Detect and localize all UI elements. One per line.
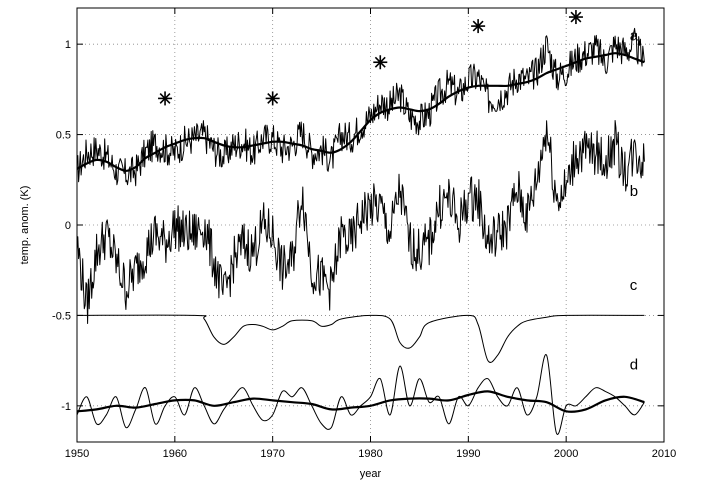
x-tick-label: 1990	[456, 448, 480, 460]
asterisk-marker	[158, 91, 173, 106]
series-line-c	[76, 314, 645, 363]
series-line-d	[76, 354, 645, 435]
asterisk-marker	[471, 19, 486, 34]
series-line-b	[76, 120, 645, 324]
series-label-b: b	[630, 183, 638, 200]
ticks: 1950 1960 1970 1980 1990 2000 2010 1 0.5 0 -0.5 -1	[52, 8, 676, 460]
y-tick-label: 0.5	[56, 130, 71, 142]
series-label-c: c	[630, 277, 638, 294]
series-label-d: d	[630, 357, 638, 374]
y-tick-label: 1	[65, 39, 71, 51]
y-axis-label: temp. anom. (K)	[19, 186, 31, 265]
series-line-a-smooth	[76, 52, 645, 172]
x-tick-label: 1960	[163, 448, 187, 460]
marker-layer	[158, 10, 583, 106]
x-tick-label: 2000	[554, 448, 578, 460]
asterisk-marker	[373, 55, 388, 70]
series-labels: a b c d	[630, 28, 639, 374]
x-tick-label: 2010	[652, 448, 676, 460]
series-layer	[76, 27, 645, 435]
series-label-a: a	[630, 28, 639, 45]
x-axis-label: year	[360, 468, 382, 480]
asterisk-marker	[265, 91, 280, 106]
asterisk-marker	[568, 10, 583, 25]
x-tick-label: 1980	[358, 448, 382, 460]
y-tick-label: -1	[61, 401, 71, 413]
x-tick-label: 1970	[260, 448, 284, 460]
series-line-a	[76, 27, 645, 187]
y-tick-label: -0.5	[52, 310, 71, 322]
series-line-d-smooth	[76, 390, 645, 413]
x-tick-label: 1950	[65, 448, 89, 460]
y-tick-label: 0	[65, 220, 71, 232]
